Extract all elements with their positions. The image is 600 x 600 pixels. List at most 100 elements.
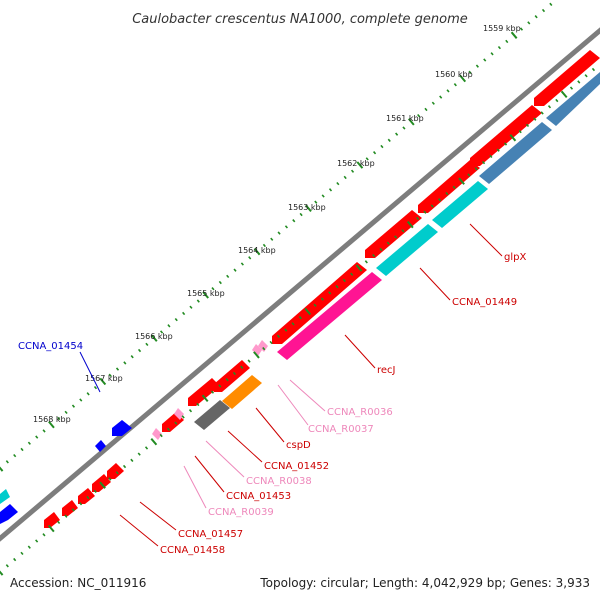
feature-label-ccna-01458[interactable]: CCNA_01458 [160,545,225,556]
cds-feature[interactable] [534,50,600,106]
scale-major-tick [201,394,209,403]
function-track [194,72,600,430]
rna-feature[interactable] [174,408,184,420]
tick-label-1564: 1564 kbp [238,246,276,255]
scale-dot [159,433,163,438]
scale-dot [42,533,46,537]
scale-major-tick [560,90,568,99]
cds-feature[interactable] [418,160,480,213]
feature-label-ccna-r0037[interactable]: CCNA_R0037 [308,424,374,435]
rna-feature[interactable] [252,344,262,356]
scale-dot [86,495,90,500]
scale-dot [584,74,588,78]
scale-dot [519,27,524,31]
scale-major-tick [0,570,4,576]
scale-major-tick [48,421,55,429]
feature-label-ccna-01457[interactable]: CCNA_01457 [178,529,243,540]
leader-line [194,455,225,493]
cds-feature[interactable] [78,488,95,504]
cds-feature[interactable] [44,512,60,528]
rna-feature[interactable] [152,428,162,440]
forward-strand-track [44,50,600,528]
reverse-strand-track [0,420,132,524]
scale-dot [189,305,193,309]
scale-dot [328,291,332,295]
tick-label-1561: 1561 kbp [386,114,424,123]
function-feature[interactable] [432,181,488,228]
cds-feature[interactable] [188,378,220,406]
rna-track [152,340,268,440]
scale-dot [591,67,596,72]
scale-dot [5,460,9,464]
function-feature[interactable] [479,122,552,184]
cds-feature[interactable] [62,500,78,516]
scale-dot [328,188,333,192]
scale-dot [402,126,406,130]
cds-feature[interactable] [214,360,250,392]
scale-dot [13,557,17,562]
function-feature[interactable] [194,400,230,430]
feature-label-ccna-01454[interactable]: CCNA_01454 [18,341,83,352]
scale-dot [490,52,494,56]
scale-major-tick [150,334,158,342]
scale-dot [27,441,31,445]
scale-dot [196,402,200,407]
scale-dot [123,361,127,365]
scale-major-tick [99,377,107,386]
cds-feature[interactable] [107,463,124,479]
scale-dot [13,453,17,458]
feature-label-ccna-r0038[interactable]: CCNA_R0038 [246,476,312,487]
scale-dot [115,367,120,371]
scale-major-tick [0,466,4,472]
scale-dot [394,235,398,239]
scale-major-tick [356,161,364,169]
scale-dot [336,181,340,186]
scale-dot [86,392,90,396]
cds-feature[interactable] [272,262,367,344]
scale-dot [35,539,39,543]
feature-label-glpx[interactable]: glpX [504,252,526,263]
scale-dot [395,132,399,136]
scale-dot [93,385,98,390]
scale-dot [79,398,83,402]
feature-label-ccna-01452[interactable]: CCNA_01452 [264,461,329,472]
scale-ring-inner [0,67,596,576]
scale-dot [108,373,112,377]
scale-dot [269,340,273,345]
scale-dot [71,404,76,408]
feature-label-ccna-01453[interactable]: CCNA_01453 [226,491,291,502]
feature-label-ccna-01449[interactable]: CCNA_01449 [452,297,517,308]
feature-label-ccna-r0039[interactable]: CCNA_R0039 [208,507,274,518]
tick-label-1559: 1559 kbp [483,24,521,33]
cds-feature-reverse[interactable] [95,440,106,452]
scale-dot [452,185,456,190]
scale-dot [174,317,178,322]
leader-line [205,440,245,478]
cds-feature[interactable] [470,105,542,166]
leader-line [277,384,309,426]
scale-dot [64,410,68,415]
function-feature[interactable] [376,224,438,276]
cds-feature-reverse[interactable] [0,504,18,524]
function-feature[interactable] [222,375,262,409]
rna-feature[interactable] [258,340,268,352]
scale-major-tick [47,524,55,533]
function-feature[interactable] [546,72,600,126]
scale-dot [182,311,186,316]
feature-label-ccna-r0036[interactable]: CCNA_R0036 [327,407,393,418]
scale-dot [284,225,289,229]
scale-dot [372,151,377,155]
scale-dot [137,452,141,456]
feature-label-recj[interactable]: recJ [377,365,396,376]
feature-label-cspd[interactable]: cspD [286,440,311,451]
scale-dot [365,157,369,161]
scale-dot [79,502,83,506]
function-feature[interactable] [277,272,382,360]
scale-dot [527,21,531,25]
cds-feature-reverse[interactable] [112,420,132,436]
scale-dot [240,365,244,369]
scale-dot [247,359,251,363]
cds-feature-reverse[interactable] [0,489,10,504]
tick-label-1560: 1560 kbp [435,70,473,79]
